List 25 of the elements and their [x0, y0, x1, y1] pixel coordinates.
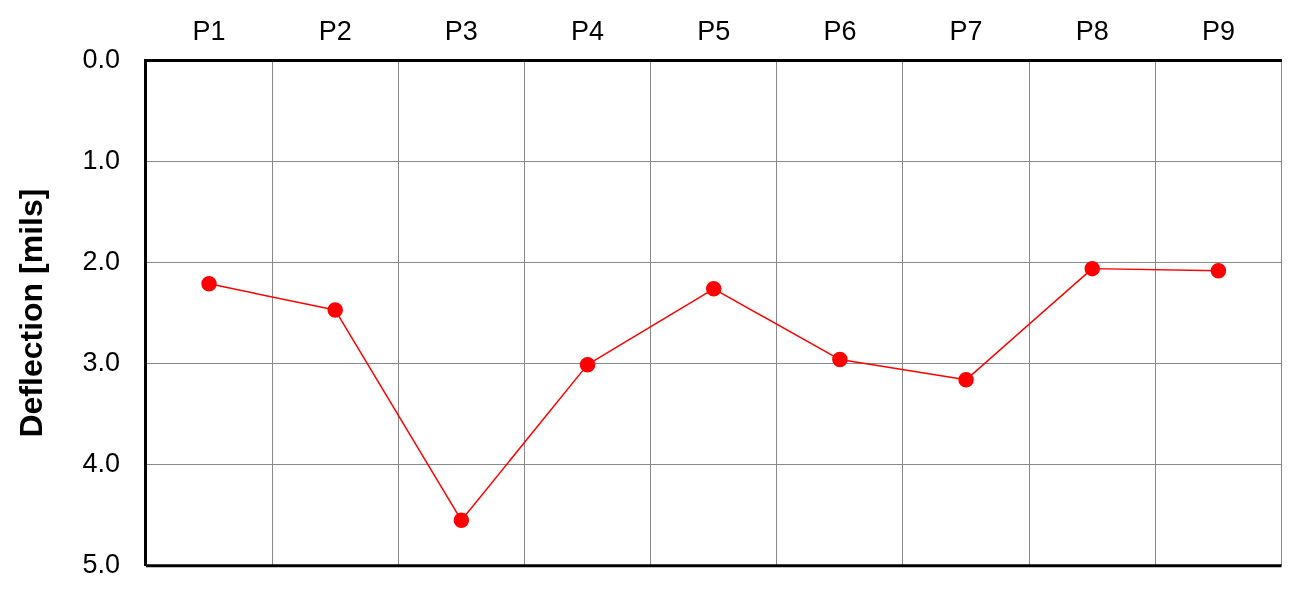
- x-tick-label: P5: [697, 15, 731, 46]
- y-tick-label: 1.0: [82, 144, 120, 175]
- x-tick-label: P3: [444, 15, 478, 46]
- point: [1084, 260, 1100, 277]
- y-tick-label: 3.0: [82, 347, 120, 378]
- point: [705, 281, 722, 297]
- y-tick-label: 2.0: [82, 246, 120, 277]
- y-axis-title: Deflection [mils]: [13, 188, 50, 438]
- x-tick-label: P6: [823, 15, 857, 46]
- y-tick-label: 5.0: [82, 549, 120, 580]
- y-tick-label: 0.0: [82, 43, 120, 74]
- x-tick-label: P1: [192, 15, 226, 46]
- x-tick-label: P8: [1075, 15, 1109, 46]
- point: [579, 356, 596, 373]
- point: [201, 276, 217, 292]
- x-tick-label: P9: [1201, 15, 1235, 46]
- point: [453, 512, 470, 529]
- point: [832, 351, 848, 368]
- x-tick-label: P7: [949, 15, 983, 46]
- point: [327, 302, 343, 318]
- point: [1210, 262, 1227, 279]
- x-tick-label: P4: [571, 15, 605, 46]
- x-tick-label: P2: [318, 15, 352, 46]
- y-tick-label: 4.0: [82, 448, 120, 479]
- point: [958, 372, 974, 388]
